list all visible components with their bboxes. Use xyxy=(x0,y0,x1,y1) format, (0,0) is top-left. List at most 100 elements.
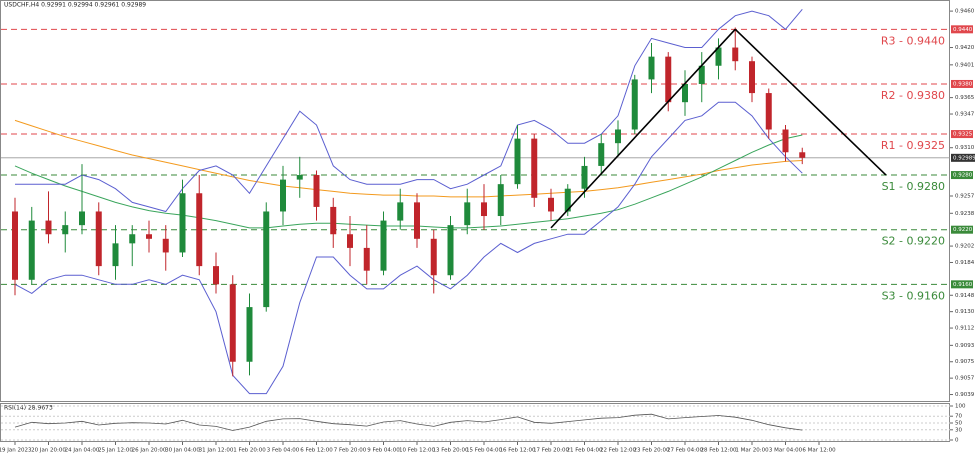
level-label: R1 - 0.9325 xyxy=(881,139,945,152)
candle-body xyxy=(112,243,119,267)
x-tick-label: 22 Feb 12:00 xyxy=(600,448,637,454)
rsi-tick-label: 70 xyxy=(955,414,962,420)
level-axis-box xyxy=(951,25,973,34)
x-tick-label: 15 Feb 04:00 xyxy=(466,448,503,454)
y-tick-label: 0.9093 xyxy=(955,343,975,349)
rsi-title: RSI(14) 28.9673 xyxy=(4,405,53,412)
x-tick-label: 28 Feb 12:00 xyxy=(700,448,737,454)
candle-body xyxy=(45,220,52,235)
x-tick-label: 20 Jan 20:00 xyxy=(31,448,66,454)
candle-body xyxy=(380,220,387,271)
rsi-tick-label: 30 xyxy=(955,427,962,433)
y-tick-label: 0.9057 xyxy=(955,376,975,382)
candle-body xyxy=(213,266,219,285)
candle-body xyxy=(229,284,236,362)
y-tick-label: 0.9184 xyxy=(955,260,975,266)
y-tick-label: 0.9401 xyxy=(955,62,974,68)
candle-body xyxy=(615,129,621,144)
candle-body xyxy=(95,211,102,267)
x-tick-label: 6 Mar 12:00 xyxy=(802,448,836,454)
candle-body xyxy=(162,238,169,253)
indicator-line xyxy=(14,101,803,395)
x-tick-label: 27 Feb 04:00 xyxy=(667,448,704,454)
y-tick-label: 0.9148 xyxy=(955,293,975,299)
candle-body xyxy=(782,129,789,153)
y-tick-label: 0.9347 xyxy=(955,112,975,118)
y-tick-label: 0.9257 xyxy=(955,193,975,199)
candle-body xyxy=(447,225,454,276)
rsi-line xyxy=(14,413,803,431)
level-axis-label: 0.9440 xyxy=(953,27,973,33)
candle-body xyxy=(28,220,35,280)
y-tick-label: 0.9130 xyxy=(955,309,975,315)
candle-body xyxy=(514,138,521,185)
candle-body xyxy=(12,211,18,280)
level-axis-label: 0.9160 xyxy=(953,282,973,288)
candle-body xyxy=(280,179,286,212)
candle-body xyxy=(481,202,487,217)
candle-body xyxy=(62,225,69,235)
level-axis-box xyxy=(951,225,973,234)
y-tick-label: 0.9039 xyxy=(955,392,975,398)
x-tick-label: 9 Feb 04:00 xyxy=(367,448,400,454)
rsi-tick-label: 0 xyxy=(955,438,959,444)
candle-body xyxy=(497,184,504,217)
candle-body xyxy=(146,234,152,239)
candle-body xyxy=(564,188,571,212)
candle-body xyxy=(698,65,705,84)
candle-body xyxy=(263,211,270,308)
last-price-box xyxy=(951,153,975,162)
x-tick-label: 17 Feb 20:00 xyxy=(533,448,570,454)
level-label: S3 - 0.9160 xyxy=(882,289,945,302)
x-tick-label: 19 Jan 2023 xyxy=(0,448,32,454)
level-axis-label: 0.9325 xyxy=(953,132,973,138)
x-tick-label: 1 Feb 20:00 xyxy=(233,448,266,454)
level-label: R2 - 0.9380 xyxy=(881,89,945,102)
level-axis-box xyxy=(951,171,973,180)
candle-body xyxy=(749,61,755,94)
candle-body xyxy=(347,234,353,248)
candle-body xyxy=(464,202,471,226)
candle-body xyxy=(631,79,638,130)
x-tick-label: 1 Mar 20:00 xyxy=(735,448,769,454)
y-tick-label: 0.9112 xyxy=(955,326,974,332)
candle-body xyxy=(682,83,688,103)
level-axis-box xyxy=(951,130,973,139)
x-tick-label: 10 Feb 12:00 xyxy=(399,448,436,454)
level-axis-box xyxy=(951,280,973,289)
rsi-tick-label: 50 xyxy=(955,421,962,427)
candle-body xyxy=(598,143,605,166)
candle-body xyxy=(129,234,136,244)
candle-body xyxy=(414,202,420,239)
level-label: R3 - 0.9440 xyxy=(881,34,945,47)
candle-body xyxy=(196,193,203,267)
last-price-label: 0.92989 xyxy=(953,155,975,161)
y-tick-label: 0.9238 xyxy=(955,211,975,217)
level-axis-label: 0.9280 xyxy=(953,173,973,179)
x-tick-label: 24 Jan 04:00 xyxy=(65,448,100,454)
x-tick-label: 3 Feb 04:00 xyxy=(267,448,300,454)
candle-body xyxy=(648,56,655,80)
y-tick-label: 0.9075 xyxy=(955,359,975,365)
x-tick-label: 6 Feb 12:00 xyxy=(300,448,333,454)
candle-body xyxy=(548,197,554,212)
indicator-line xyxy=(14,119,803,198)
candle-body xyxy=(330,206,337,235)
x-tick-label: 21 Feb 04:00 xyxy=(566,448,603,454)
candle-body xyxy=(732,47,739,62)
level-axis-label: 0.9220 xyxy=(953,227,973,233)
level-label: S2 - 0.9220 xyxy=(882,235,945,248)
y-tick-label: 0.9202 xyxy=(955,244,974,250)
level-axis-box xyxy=(951,79,973,88)
x-tick-label: 3 Mar 04:00 xyxy=(769,448,803,454)
price-pane-frame xyxy=(0,0,950,402)
x-tick-label: 13 Feb 20:00 xyxy=(432,448,469,454)
candle-body xyxy=(296,175,303,180)
candle-body xyxy=(313,175,320,207)
indicator-line xyxy=(15,8,803,213)
trendline xyxy=(550,28,736,229)
trendline xyxy=(734,28,887,176)
